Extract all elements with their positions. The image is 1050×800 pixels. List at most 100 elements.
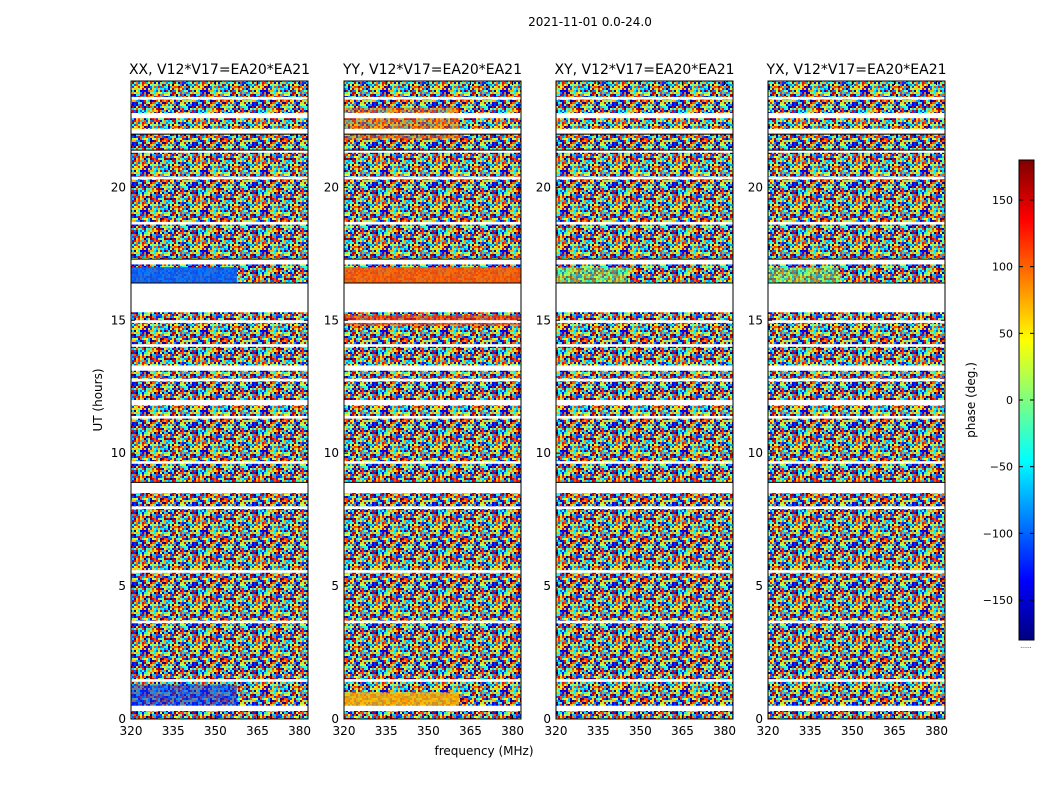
figure-suptitle: 2021-11-01 0.0-24.0 bbox=[528, 15, 652, 29]
panel-2: XY, V12*V17=EA20*EA21 320 335 350 365 380 0 5 10… bbox=[536, 62, 736, 738]
y-tick-label: 15 bbox=[111, 313, 126, 327]
data-gap bbox=[556, 176, 733, 180]
panels: XX, V12*V17=EA20*EA21 320 335 350 365 380 0 5 10… bbox=[91, 62, 948, 758]
y-tick-label: 5 bbox=[118, 579, 126, 593]
data-gap bbox=[768, 365, 945, 371]
data-gap bbox=[768, 344, 945, 347]
data-gap bbox=[768, 221, 945, 225]
data-gap bbox=[131, 705, 308, 712]
data-gap bbox=[344, 344, 521, 347]
x-tick-label: 365 bbox=[459, 724, 482, 738]
data-gap bbox=[131, 221, 308, 225]
data-gap bbox=[131, 320, 308, 323]
data-gap bbox=[556, 283, 733, 313]
data-gap bbox=[768, 112, 945, 119]
phase-band bbox=[768, 267, 839, 284]
x-tick-label: 350 bbox=[841, 724, 864, 738]
y-tick-label: 0 bbox=[331, 712, 339, 726]
colorbar-tick-label: 150 bbox=[992, 194, 1013, 207]
axes-frame bbox=[767, 80, 946, 720]
data-gap bbox=[768, 461, 945, 464]
data-gap bbox=[131, 176, 308, 180]
phase-band bbox=[344, 692, 460, 706]
data-gap bbox=[344, 365, 521, 371]
y-tick-label: 0 bbox=[543, 712, 551, 726]
data-gap bbox=[556, 506, 733, 509]
x-tick-label: 350 bbox=[417, 724, 440, 738]
data-gap bbox=[131, 150, 308, 153]
data-gap bbox=[344, 259, 521, 265]
x-tick-label: 320 bbox=[333, 724, 356, 738]
data-gap bbox=[556, 705, 733, 712]
data-gap bbox=[768, 400, 945, 406]
data-gap bbox=[344, 320, 521, 323]
y-tick-label: 15 bbox=[324, 313, 339, 327]
data-gap bbox=[556, 344, 733, 347]
x-tick-label: 380 bbox=[501, 724, 524, 738]
data-gap bbox=[556, 570, 733, 573]
panel-title: YX, V12*V17=EA20*EA21 bbox=[765, 62, 946, 78]
y-tick-label: 5 bbox=[755, 579, 763, 593]
data-gap bbox=[344, 112, 521, 119]
data-gap bbox=[556, 679, 733, 682]
data-gap bbox=[344, 620, 521, 624]
x-tick-label: 320 bbox=[120, 724, 143, 738]
data-gap bbox=[768, 378, 945, 382]
data-gap bbox=[344, 461, 521, 464]
phase-band bbox=[556, 267, 627, 284]
data-gap bbox=[768, 570, 945, 573]
data-gap bbox=[556, 461, 733, 464]
y-tick-label: 10 bbox=[111, 446, 126, 460]
y-axis-label: UT (hours) bbox=[91, 368, 105, 431]
panel-1: YY, V12*V17=EA20*EA21 320 335 350 365 380 0 5 10… bbox=[324, 62, 534, 758]
phase-band bbox=[344, 107, 460, 140]
axes-frame bbox=[343, 80, 522, 720]
y-tick-label: 15 bbox=[536, 313, 551, 327]
phase-band bbox=[344, 267, 521, 284]
data-gap bbox=[131, 344, 308, 347]
data-gap bbox=[556, 259, 733, 265]
data-gap bbox=[131, 461, 308, 464]
data-gap bbox=[131, 570, 308, 573]
y-tick-label: 0 bbox=[755, 712, 763, 726]
x-tick-label: 365 bbox=[883, 724, 906, 738]
data-gap bbox=[131, 365, 308, 371]
data-gap bbox=[344, 96, 521, 100]
y-tick-label: 5 bbox=[543, 579, 551, 593]
colorbar: 150 100 50 0 −50 −100 −150 phase (deg.)...... bbox=[964, 159, 1035, 650]
data-gap bbox=[556, 112, 733, 119]
x-tick-label: 335 bbox=[587, 724, 610, 738]
x-tick-label: 335 bbox=[375, 724, 398, 738]
x-tick-label: 350 bbox=[629, 724, 652, 738]
data-gap bbox=[344, 400, 521, 406]
colorbar-tick-label: −150 bbox=[983, 594, 1013, 607]
colorbar-label: phase (deg.) bbox=[964, 362, 978, 438]
data-gap bbox=[768, 259, 945, 265]
data-gap bbox=[556, 96, 733, 100]
x-tick-label: 365 bbox=[246, 724, 269, 738]
data-gap bbox=[344, 570, 521, 573]
data-gap bbox=[131, 128, 308, 135]
data-gap bbox=[131, 112, 308, 119]
data-gap bbox=[344, 378, 521, 382]
panel-title: YY, V12*V17=EA20*EA21 bbox=[342, 62, 522, 78]
data-gap bbox=[556, 400, 733, 406]
data-gap bbox=[556, 620, 733, 624]
data-gap bbox=[768, 320, 945, 323]
data-gap bbox=[131, 679, 308, 682]
data-gap bbox=[768, 128, 945, 135]
colorbar-tick-label: 100 bbox=[992, 261, 1013, 274]
data-gap bbox=[344, 705, 521, 712]
x-tick-label: 335 bbox=[162, 724, 185, 738]
data-gap bbox=[768, 705, 945, 712]
data-gap bbox=[556, 221, 733, 225]
data-gap bbox=[768, 283, 945, 313]
y-tick-label: 20 bbox=[536, 180, 551, 194]
data-gap bbox=[344, 128, 521, 135]
data-gap bbox=[768, 620, 945, 624]
data-gap bbox=[131, 283, 308, 313]
data-gap bbox=[344, 176, 521, 180]
axes-frame bbox=[130, 80, 309, 720]
data-gap bbox=[344, 415, 521, 419]
